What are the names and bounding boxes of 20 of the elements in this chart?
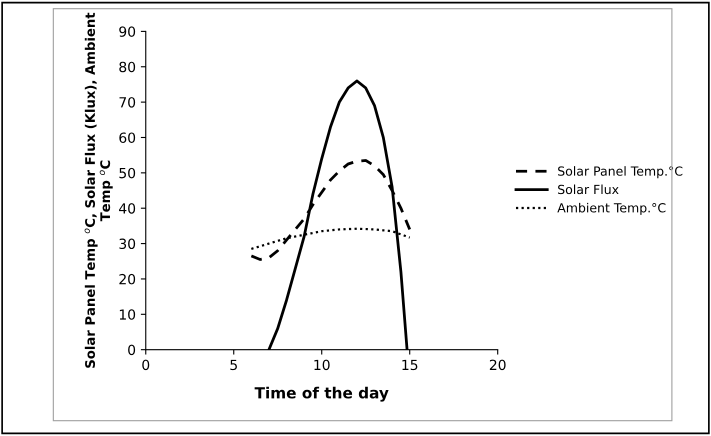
y-tick-label: 10 <box>120 309 136 320</box>
x-axis-title: Time of the day <box>254 386 389 402</box>
y-tick-label: 50 <box>119 168 136 178</box>
x-tick-label: 15 <box>402 360 418 370</box>
y-tick-label: 40 <box>119 203 136 214</box>
legend-label: Ambient Temp.°C <box>557 202 666 215</box>
x-tick-label: 5 <box>230 360 237 370</box>
x-tick-label: 20 <box>490 360 506 370</box>
x-tick-label: 0 <box>142 360 150 370</box>
y-tick-label: 0 <box>128 344 136 356</box>
y-tick-label: 60 <box>119 132 136 143</box>
x-tick-label: 10 <box>314 360 330 370</box>
legend-label: Solar Panel Temp.°C <box>558 166 682 178</box>
y-tick-label: 20 <box>119 274 136 284</box>
y-tick-label: 90 <box>119 26 136 37</box>
y-axis-title: Solar Panel Temp $^{o}$C, Solar Flux (Klux), Ambient Temp $^{o}$C <box>84 12 113 368</box>
y-tick-label: 70 <box>120 97 136 108</box>
legend-label: Solar Flux <box>558 184 619 194</box>
y-tick-label: 30 <box>119 238 136 250</box>
y-tick-label: 80 <box>119 62 136 72</box>
